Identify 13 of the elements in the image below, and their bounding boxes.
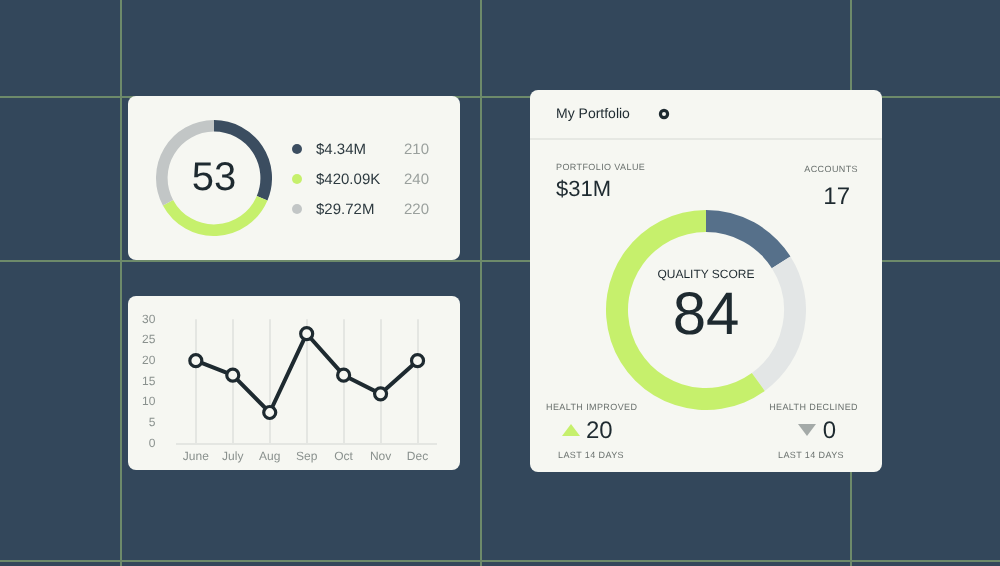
point (336, 367, 352, 383)
point (372, 386, 389, 402)
text: 20 (584, 416, 613, 444)
text: 17 (823, 182, 850, 210)
text: $31M (556, 178, 612, 202)
point (262, 404, 278, 421)
point (299, 326, 315, 342)
text: 0 (820, 416, 836, 444)
point (188, 353, 204, 369)
point (225, 367, 241, 383)
text: 53 (189, 153, 239, 203)
point (409, 353, 426, 369)
text: 84 (670, 282, 742, 348)
